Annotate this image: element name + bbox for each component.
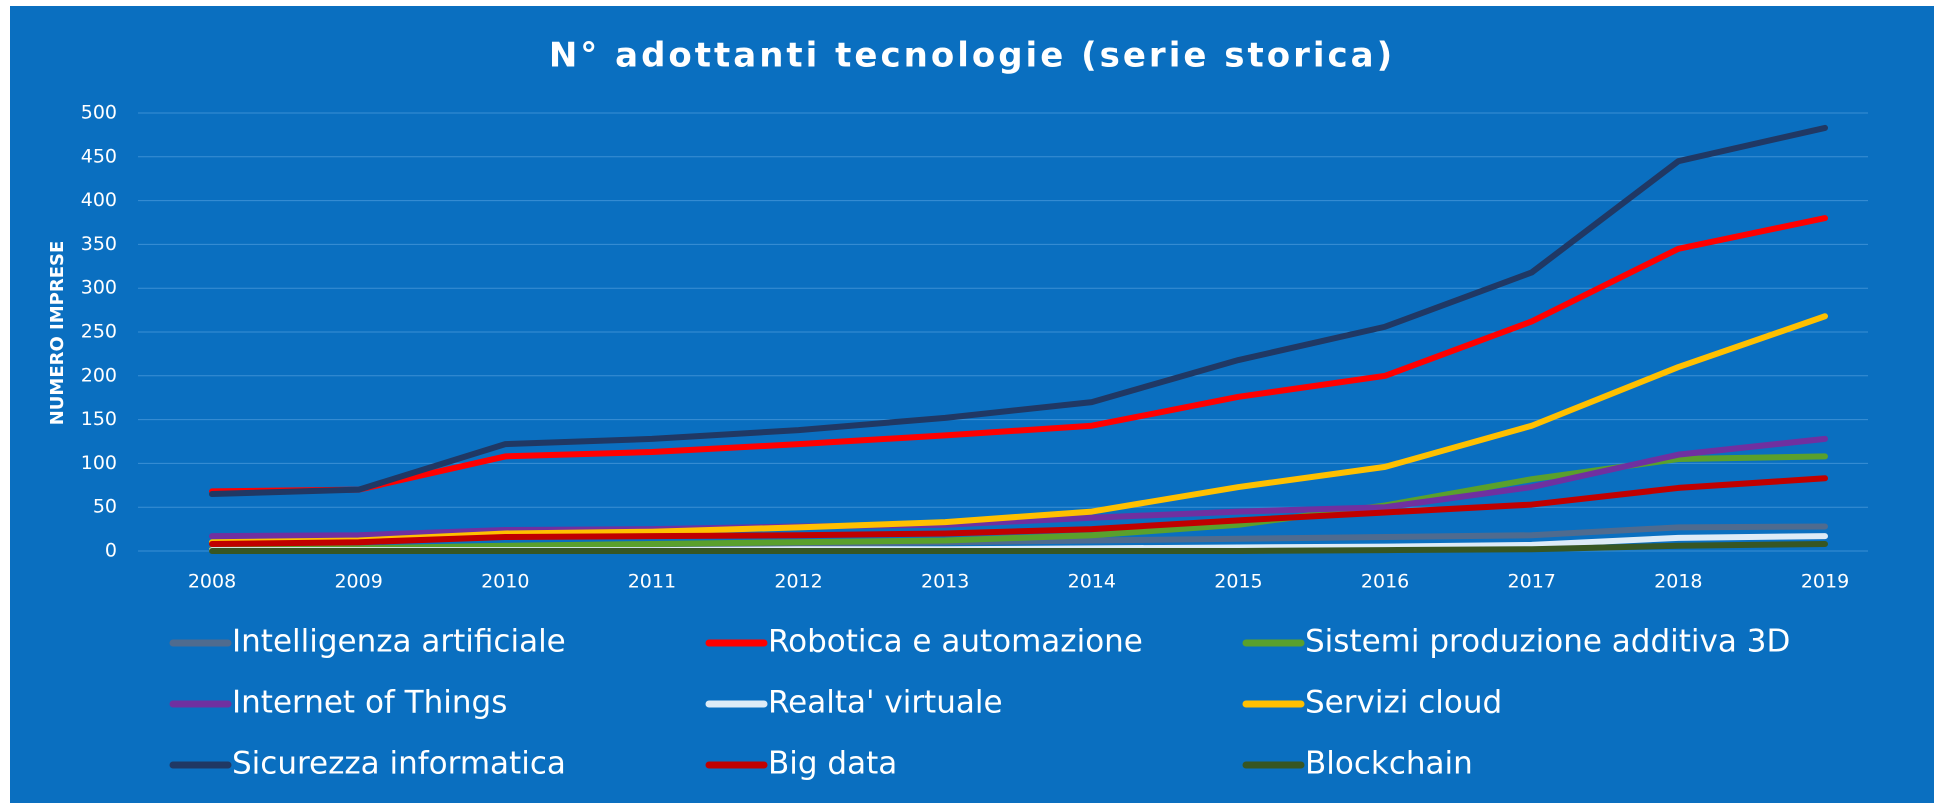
x-tick-label: 2019: [1801, 571, 1849, 593]
legend-label: Servizi cloud: [1305, 685, 1502, 721]
x-tick-label: 2017: [1508, 571, 1556, 593]
x-tick-label: 2013: [921, 571, 969, 593]
series-line: [209, 215, 1828, 495]
y-tick-label: 50: [93, 496, 117, 518]
y-tick-label: 150: [81, 408, 117, 430]
x-tick-label: 2012: [774, 571, 822, 593]
series-line: [209, 124, 1828, 498]
series-line: [209, 453, 1828, 553]
legend-label: Internet of Things: [232, 685, 507, 721]
y-tick-label: 500: [81, 102, 117, 124]
y-tick-label: 0: [105, 540, 117, 562]
y-axis-label: NUMERO IMPRESE: [47, 241, 68, 426]
legend-label: Intelligenza artificiale: [232, 624, 566, 660]
x-tick-label: 2015: [1214, 571, 1262, 593]
x-tick-label: 2009: [334, 571, 382, 593]
x-tick-label: 2016: [1361, 571, 1409, 593]
chart-background: [10, 6, 1934, 803]
x-tick-label: 2008: [188, 571, 236, 593]
legend-label: Realta' virtuale: [768, 685, 1003, 721]
y-tick-label: 350: [81, 233, 117, 255]
x-tick-label: 2011: [628, 571, 676, 593]
series-line: [209, 435, 1828, 540]
x-tick-label: 2014: [1068, 571, 1116, 593]
series-line: [209, 540, 1828, 554]
legend-label: Big data: [768, 746, 897, 782]
series-line: [209, 313, 1828, 546]
x-tick-label: 2018: [1654, 571, 1702, 593]
y-tick-label: 200: [81, 364, 117, 386]
x-tick-label: 2010: [481, 571, 529, 593]
legend-label: Sistemi produzione additiva 3D: [1305, 624, 1790, 660]
series-line: [209, 475, 1828, 547]
y-tick-label: 300: [81, 277, 117, 299]
y-tick-label: 100: [81, 452, 117, 474]
y-tick-label: 400: [81, 189, 117, 211]
legend-label: Sicurezza informatica: [232, 746, 566, 782]
legend-label: Robotica e automazione: [768, 624, 1143, 660]
legend-label: Blockchain: [1305, 746, 1473, 782]
y-tick-label: 250: [81, 321, 117, 343]
chart-title: N° adottanti tecnologie (serie storica): [549, 36, 1395, 76]
y-tick-label: 450: [81, 145, 117, 167]
